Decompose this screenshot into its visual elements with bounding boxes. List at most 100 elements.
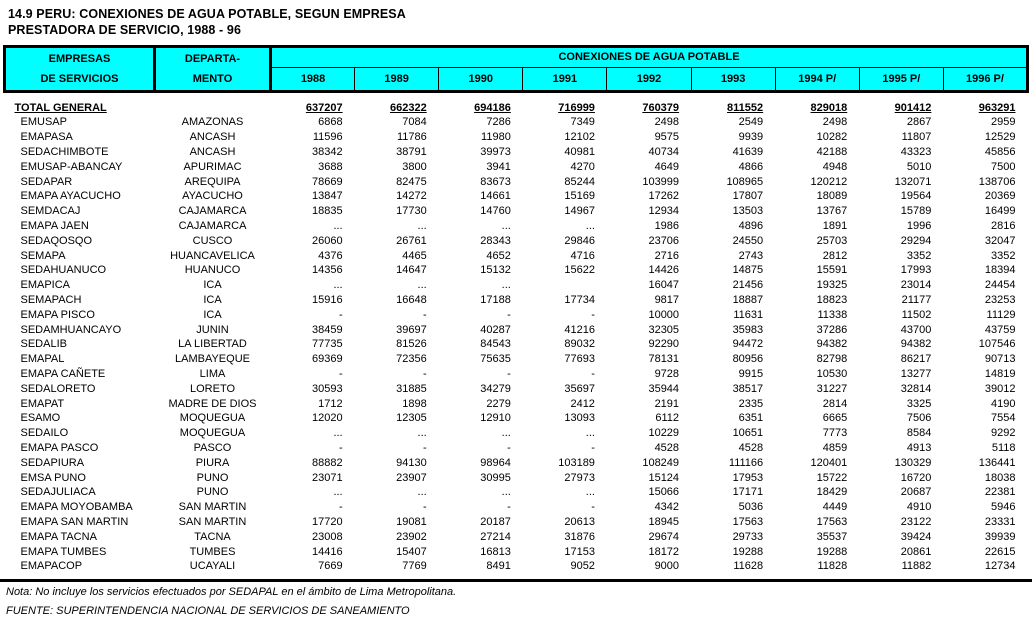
department-cell: HUANUCO [184,264,241,277]
department-cell: ANCASH [189,145,236,158]
value-cell: 42188 [816,145,848,158]
value-cell: 11338 [817,308,848,321]
value-cell: 103999 [642,175,680,188]
value-cell: 27973 [564,471,595,484]
value-cell: 35944 [648,382,680,395]
value-cell: 12734 [984,560,1016,573]
value-cell: ... [417,279,427,292]
header-departamento-line2: MENTO [192,73,233,85]
value-cell: 20861 [900,545,932,558]
department-cell: PIURA [195,456,230,469]
value-cell: 35697 [564,382,595,395]
value-cell: 3941 [486,160,511,173]
department-cell: MOQUEGUA [179,412,246,425]
value-cell: 4342 [654,501,680,514]
value-cell: ... [585,486,595,499]
value-cell: - [507,501,511,514]
value-cell: 21177 [901,293,932,306]
value-cell: - [507,308,511,321]
company-cell: EMAPA PISCO [20,308,95,321]
table-row: SEDACHIMBOTE ANCASH 38342 38791 39973 40… [5,145,1028,160]
value-cell: 13847 [312,190,343,203]
value-cell: 31876 [564,530,595,543]
table-body: TOTAL GENERAL 637207 662322 694186 71699… [5,92,1028,574]
value-cell: 4528 [738,441,764,454]
value-cell: 19325 [816,279,848,292]
value-cell: 10530 [816,367,848,380]
department-cell: LORETO [189,382,236,395]
table-row: EMAPA JAEN CAJAMARCA ... ... ... ... 198… [5,219,1028,234]
value-cell: ... [501,427,511,440]
value-cell: 31885 [396,382,427,395]
department-cell: HUANCAVELICA [170,249,255,262]
value-cell: 78131 [648,353,680,366]
value-cell: 11502 [901,308,932,321]
value-cell: 3688 [318,160,343,173]
table-row: EMAPICA ICA ... ... ... 16047 21456 1932… [5,278,1028,293]
value-cell: 82475 [396,175,427,188]
value-cell: 19081 [396,515,427,528]
value-cell: 20187 [480,515,511,528]
header-group-conexiones: CONEXIONES DE AGUA POTABLE [269,45,1029,68]
value-cell: 8584 [906,427,932,440]
value-cell: 4716 [570,249,595,262]
value-cell: 16047 [648,279,680,292]
value-cell: 7506 [906,412,932,425]
value-cell: 12934 [648,205,680,218]
value-cell: ... [501,486,511,499]
value-cell: 4528 [654,441,680,454]
value-cell: 17807 [732,190,764,203]
company-cell: EMAPA TUMBES [20,545,107,558]
value-cell: 1986 [654,219,680,232]
value-cell: 2498 [654,116,680,129]
value-cell: 111166 [728,456,764,469]
company-cell: SEDALIB [20,338,67,351]
value-cell: 4652 [486,249,511,262]
company-cell: SEDALORETO [20,382,96,395]
company-cell: EMAPA CAÑETE [20,367,106,380]
value-cell: 3352 [991,249,1016,262]
department-cell: PASCO [193,441,232,454]
department-cell: SAN MARTIN [178,515,247,528]
value-cell: - [591,308,595,321]
company-cell: SEMAPA [20,249,66,262]
department-cell: PUNO [196,486,229,499]
value-cell: 23331 [984,515,1016,528]
table-row: SEDAHUANUCO HUANUCO 14356 14647 15132 15… [5,263,1028,278]
table-row: EMAPA TUMBES TUMBES 14416 15407 16813 17… [5,544,1028,559]
value-cell: 18089 [816,190,848,203]
value-cell: 10282 [816,131,848,144]
year-header: 1988 [269,67,356,93]
total-value: 760379 [642,101,680,114]
company-cell: SEDAPAR [20,175,73,188]
value-cell: 4376 [318,249,343,262]
fuente-text: FUENTE: SUPERINTENDENCIA NACIONAL DE SER… [6,604,410,617]
department-cell: TACNA [194,530,231,543]
table-row: SEDAILO MOQUEGUA ... ... ... ... 10229 1… [5,426,1028,441]
value-cell: 41639 [732,145,764,158]
table-row: EMAPASA ANCASH 11596 11786 11980 12102 9… [5,130,1028,145]
value-cell: 138706 [978,175,1016,188]
value-cell: 94130 [396,456,427,469]
value-cell: 9728 [654,367,680,380]
value-cell: 4649 [654,160,680,173]
value-cell: 20687 [900,486,932,499]
company-cell: EMUSAP-ABANCAY [20,160,123,173]
value-cell: 14416 [312,545,343,558]
value-cell: ... [333,279,343,292]
value-cell: - [423,501,427,514]
value-cell: 5036 [738,501,764,514]
value-cell: 14426 [648,264,680,277]
value-cell: 17171 [732,486,764,499]
value-cell: 14760 [480,205,511,218]
value-cell: 38459 [312,323,343,336]
value-cell: 4270 [570,160,595,173]
value-cell: 35983 [732,323,764,336]
value-cell: 30995 [480,471,511,484]
value-cell: 10000 [648,308,680,321]
value-cell: 5946 [991,501,1016,514]
value-cell: - [591,441,595,454]
table-row: SEDAMHUANCAYO JUNIN 38459 39697 40287 41… [5,322,1028,337]
value-cell: 32814 [900,382,932,395]
company-cell: EMAPAL [20,353,65,366]
